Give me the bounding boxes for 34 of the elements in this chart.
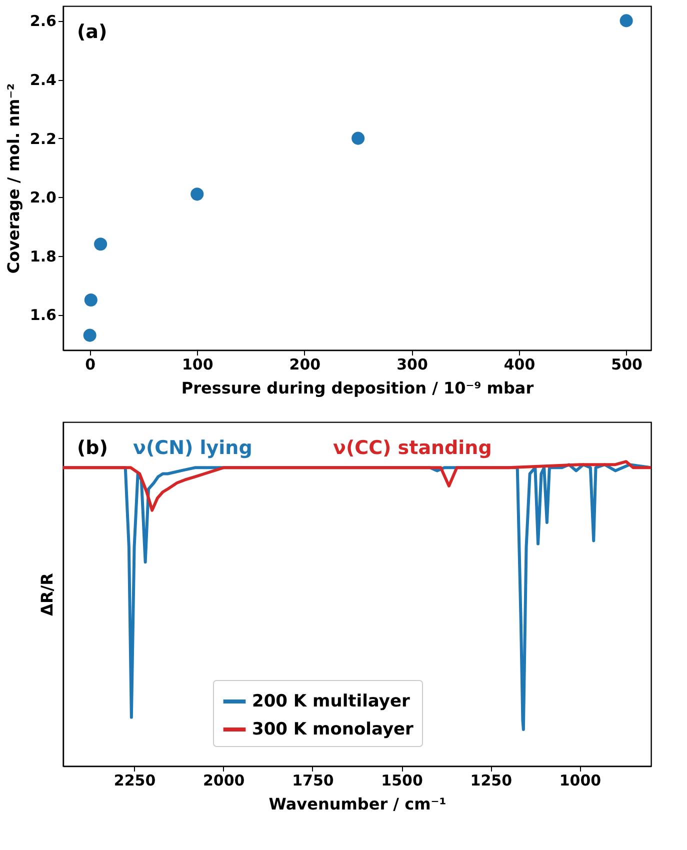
x-tick-label: 2000 [202,772,245,790]
text: ν(CN) lying [133,437,252,459]
point [620,14,633,28]
x-tick-label: 300 [396,356,428,374]
y-tick-label: 2.6 [30,12,56,30]
y-axis-title: Coverage / mol. nm⁻² [4,83,23,274]
x-axis-title: Wavenumber / cm⁻¹ [268,794,446,814]
x-tick-label: 100 [182,356,214,374]
x-tick-label: 500 [611,356,642,374]
x-tick-label: 1750 [292,772,334,790]
y-axis-title: ΔR/R [38,573,56,616]
y-tick-label: 2.0 [30,188,56,207]
x-tick-label: 1000 [559,772,602,790]
legend-label: 300 K monolayer [252,720,414,740]
text: (b) [77,437,108,459]
x-tick-label: 1500 [381,772,423,790]
x-tick-label: 0 [85,356,96,374]
x-axis-title: Pressure during deposition / 10⁻⁹ mbar [181,378,534,398]
y-tick-label: 1.8 [30,247,56,266]
x-tick-label: 2250 [114,772,156,790]
point [190,188,204,201]
x-tick-label: 200 [289,356,321,374]
y-tick-label: 2.2 [30,130,56,148]
point [84,294,98,307]
y-tick-label: 2.4 [30,71,56,90]
x-tick-label: 1250 [470,772,512,790]
y-tick-label: 1.6 [30,306,56,324]
point [94,238,108,251]
legend-label: 200 K multilayer [252,692,410,712]
annotation: (a) [77,21,108,43]
point [83,328,96,342]
text: ν(CC) standing [333,437,492,459]
x-tick-label: 400 [504,356,536,374]
point [352,132,365,145]
